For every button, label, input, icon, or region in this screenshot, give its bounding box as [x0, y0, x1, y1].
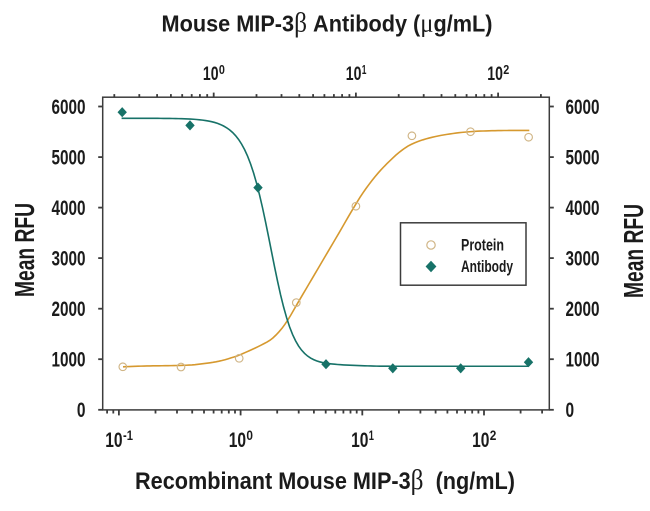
- svg-text:10: 10: [487, 64, 503, 85]
- svg-text:4000: 4000: [566, 196, 600, 220]
- svg-text:Protein: Protein: [461, 236, 504, 255]
- svg-text:3000: 3000: [566, 247, 600, 271]
- svg-text:3000: 3000: [52, 247, 86, 271]
- svg-text:-1: -1: [123, 428, 133, 443]
- svg-text:10: 10: [472, 429, 489, 452]
- svg-text:0: 0: [566, 398, 575, 422]
- svg-text:6000: 6000: [566, 95, 600, 119]
- svg-text:1: 1: [362, 63, 367, 77]
- svg-text:2: 2: [503, 63, 509, 77]
- svg-text:0: 0: [77, 398, 86, 422]
- svg-text:5000: 5000: [52, 146, 86, 170]
- svg-text:Mouse MIP-3β Antibody (μg/mL): Mouse MIP-3β Antibody (μg/mL): [162, 8, 493, 38]
- svg-text:Recombinant Mouse MIP-3β (ng/: Recombinant Mouse MIP-3β (ng/mL): [135, 465, 515, 496]
- svg-text:6000: 6000: [52, 95, 86, 119]
- svg-text:10: 10: [203, 64, 219, 85]
- svg-text:Mean RFU: Mean RFU: [9, 203, 40, 297]
- svg-text:10: 10: [105, 429, 122, 452]
- svg-text:2000: 2000: [566, 297, 600, 321]
- svg-text:Antibody: Antibody: [461, 257, 513, 276]
- svg-text:0: 0: [246, 428, 253, 443]
- svg-text:10: 10: [351, 429, 368, 452]
- svg-text:4000: 4000: [52, 196, 86, 220]
- svg-text:1: 1: [369, 428, 375, 443]
- svg-text:10: 10: [346, 64, 362, 85]
- svg-text:0: 0: [219, 63, 225, 77]
- svg-text:10: 10: [229, 429, 246, 452]
- svg-text:1000: 1000: [52, 348, 86, 372]
- svg-text:2000: 2000: [52, 297, 86, 321]
- svg-text:1000: 1000: [566, 348, 600, 372]
- svg-text:Mean RFU: Mean RFU: [618, 204, 649, 298]
- svg-text:2: 2: [490, 428, 497, 443]
- svg-text:5000: 5000: [566, 146, 600, 170]
